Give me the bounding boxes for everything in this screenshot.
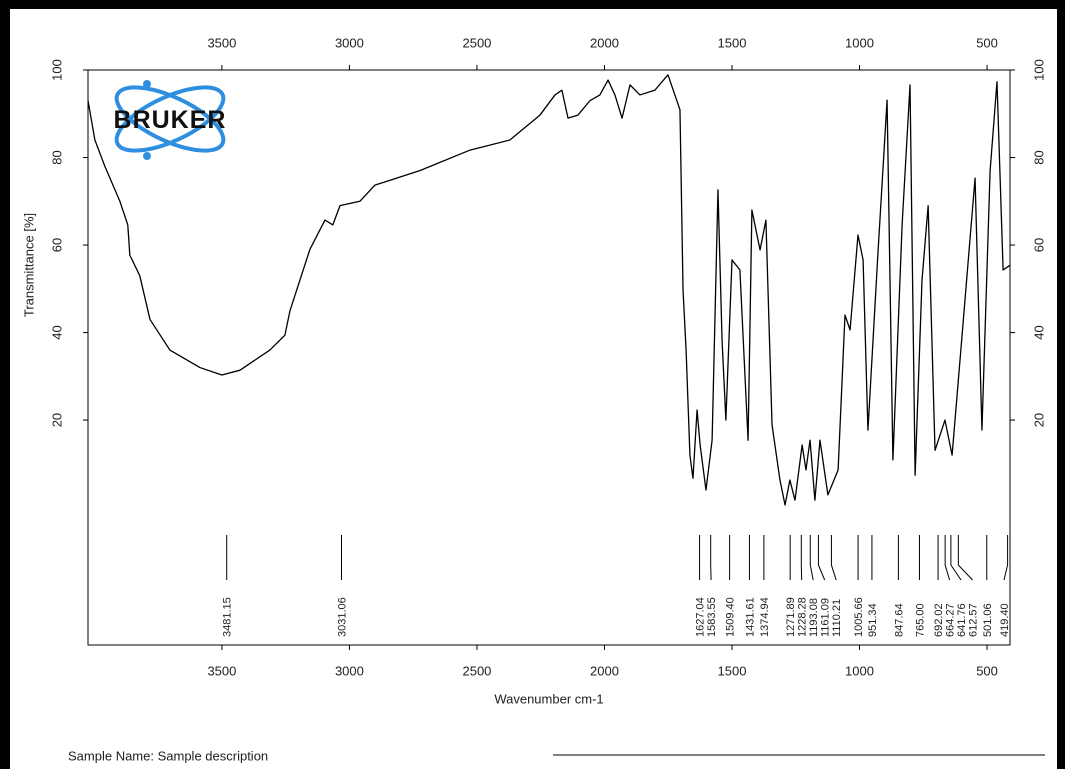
x-tick-label: 2000 [590, 663, 619, 678]
peak-label: 1005.66 [853, 597, 865, 637]
y-axis-title: Transmittance [%] [21, 213, 36, 317]
peak-label: 1374.94 [759, 597, 771, 637]
x-tick-label-top: 2500 [462, 35, 491, 50]
peak-label: 1271.89 [785, 597, 797, 637]
peak-marker [830, 535, 837, 581]
peak-marker [809, 535, 814, 581]
peak-label: 1161.09 [820, 598, 832, 637]
peak-marker [950, 535, 962, 581]
x-tick-label-top: 2000 [590, 35, 619, 50]
peak-label: 612.57 [968, 603, 980, 637]
peak-label: 641.76 [956, 603, 968, 637]
y-tick-label-right: 100 [1031, 59, 1046, 81]
peak-label: 1110.21 [831, 599, 843, 637]
y-tick-label: 60 [49, 238, 64, 252]
peak-marker [944, 535, 951, 581]
peak-label: 847.64 [893, 603, 905, 637]
plot-frame [87, 69, 1011, 646]
y-tick-label: 40 [49, 325, 64, 339]
peak-label: 3481.15 [222, 597, 234, 637]
peak-label: 1627.04 [695, 597, 707, 637]
x-tick-label: 2500 [462, 663, 491, 678]
x-tick-label-top: 3500 [207, 35, 236, 50]
x-tick-label: 500 [976, 663, 998, 678]
peak-label: 951.34 [867, 603, 879, 637]
x-tick-label: 1500 [718, 663, 747, 678]
peak-marker [817, 535, 826, 581]
peak-marker [957, 535, 973, 581]
x-tick-label: 3500 [207, 663, 236, 678]
y-tick-label: 100 [49, 59, 64, 81]
peak-label: 501.06 [982, 603, 994, 637]
y-tick-label-right: 20 [1031, 413, 1046, 427]
x-tick-label: 3000 [335, 663, 364, 678]
logo-orbit [114, 85, 226, 153]
x-axis-title: Wavenumber cm-1 [494, 691, 603, 706]
logo-dot [143, 152, 151, 160]
frame-right [1057, 0, 1065, 769]
peak-label: 1583.55 [706, 597, 718, 637]
peak-label: 3031.06 [337, 597, 349, 637]
peak-label: 664.27 [945, 603, 957, 637]
x-tick-label-top: 1000 [845, 35, 874, 50]
spectrum-line [87, 74, 1011, 506]
peak-label: 1509.40 [725, 597, 737, 637]
frame-left [0, 0, 10, 769]
logo-text: BRUKER [114, 106, 227, 134]
y-tick-label-right: 60 [1031, 238, 1046, 252]
logo: BRUKER [114, 80, 227, 160]
peak-label: 419.40 [999, 603, 1011, 637]
peak-marker [1003, 535, 1009, 581]
peak-label: 1193.08 [808, 598, 820, 637]
sample-name: Sample Name: Sample description [68, 748, 268, 763]
peak-label: 1431.61 [744, 597, 756, 637]
y-tick-label: 20 [49, 413, 64, 427]
x-tick-label: 1000 [845, 663, 874, 678]
frame-top [0, 0, 1065, 9]
x-tick-label-top: 3000 [335, 35, 364, 50]
peak-label: 765.00 [914, 603, 926, 637]
peak-label: 1228.28 [797, 597, 809, 637]
y-tick-label-right: 80 [1031, 150, 1046, 164]
y-tick-label: 80 [49, 150, 64, 164]
peak-label: 692.02 [933, 603, 945, 637]
y-tick-label-right: 40 [1031, 325, 1046, 339]
logo-dot [143, 80, 151, 88]
x-tick-label-top: 500 [976, 35, 998, 50]
logo-orbit [114, 85, 226, 153]
x-tick-label-top: 1500 [718, 35, 747, 50]
